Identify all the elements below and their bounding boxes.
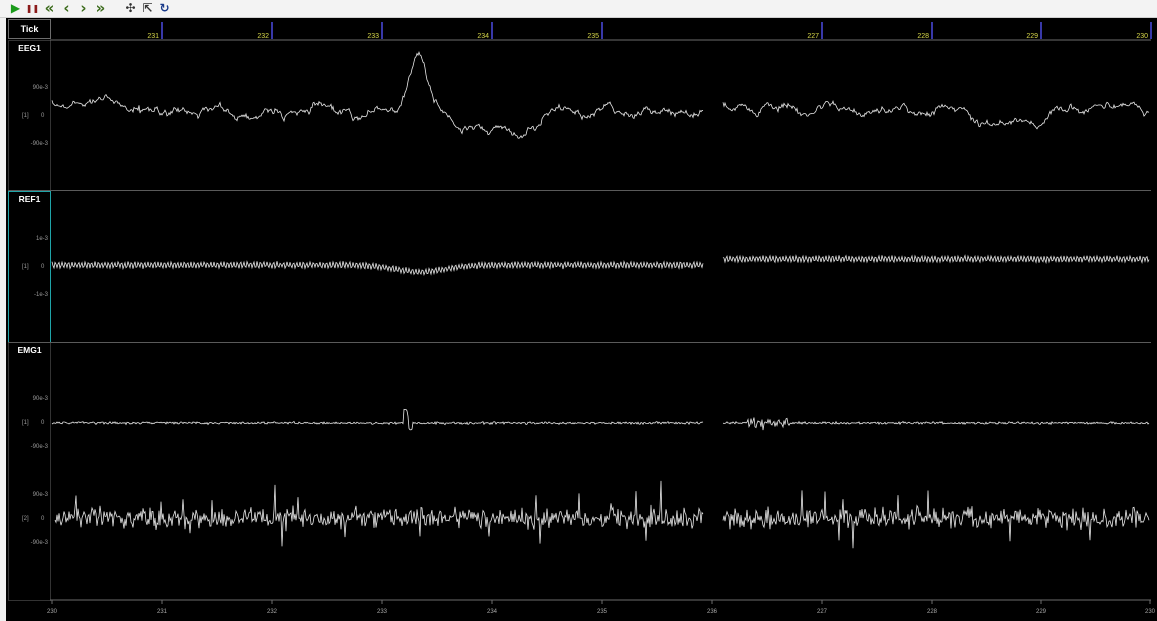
step-forward-button[interactable]: › xyxy=(76,1,91,16)
export-icon: ⇱ xyxy=(142,1,153,15)
chevron-left-icon: ‹ xyxy=(63,0,70,17)
axis-zero-label: 0 xyxy=(41,264,45,270)
axis-lower-label: -90e-3 xyxy=(30,444,48,450)
rewind-fast-button[interactable]: « xyxy=(42,1,57,16)
axis-zero-label: 0 xyxy=(41,113,45,119)
channel-name: REF1 xyxy=(18,194,41,204)
axis-lower-label: -90e-3 xyxy=(30,141,48,147)
axis-tag-label-2: [2] xyxy=(22,516,29,522)
axis-tag-label: [1] xyxy=(22,113,29,119)
refresh-icon: ↻ xyxy=(159,1,170,15)
compress-icon: ✣ xyxy=(125,1,136,15)
channel-label-eeg1[interactable]: EEG1 90e-3 [1] 0 -90e-3 xyxy=(8,40,51,192)
export-button[interactable]: ⇱ xyxy=(140,1,155,16)
channel-name: EEG1 xyxy=(18,43,41,53)
pause-button[interactable]: ❚❚ xyxy=(25,1,40,16)
channel-separator xyxy=(8,190,1151,191)
double-chevron-left-icon: « xyxy=(44,0,55,17)
axis-tag-label: [1] xyxy=(22,264,29,270)
double-chevron-right-icon: » xyxy=(95,0,106,17)
play-button[interactable]: ▶ xyxy=(8,1,23,16)
channel-name: EMG1 xyxy=(17,345,42,355)
axis-tag-label: [1] xyxy=(22,420,29,426)
axis-upper-label: 90e-3 xyxy=(32,85,48,91)
tick-header-label: Tick xyxy=(20,24,39,34)
axis-upper-label: 90e-3 xyxy=(32,396,48,402)
channel-label-ref1[interactable]: REF1 1e-3 [1] 0 -1e-3 xyxy=(8,191,51,343)
play-icon: ▶ xyxy=(10,1,21,15)
forward-fast-button[interactable]: » xyxy=(93,1,108,16)
axis-lower-label: -1e-3 xyxy=(33,292,48,298)
axis-upper-label: 1e-3 xyxy=(35,236,48,242)
axis-zero-label-2: 0 xyxy=(41,516,45,522)
axis-lower-label-2: -90e-3 xyxy=(30,540,48,546)
pause-icon: ❚❚ xyxy=(25,4,40,13)
scope-display[interactable] xyxy=(6,18,1157,621)
axis-upper-label-2: 90e-3 xyxy=(32,492,48,498)
channel-label-emg1[interactable]: EMG1 90e-3 [1] 0 -90e-3 90e-3 [2] 0 -90e… xyxy=(8,342,51,601)
chevron-right-icon: › xyxy=(80,0,87,17)
tick-header: Tick xyxy=(8,19,51,39)
channel-separator xyxy=(8,342,1151,343)
step-back-button[interactable]: ‹ xyxy=(59,1,74,16)
fit-button[interactable]: ✣ xyxy=(123,1,138,16)
axis-zero-label: 0 xyxy=(41,420,45,426)
toolbar: ▶ ❚❚ « ‹ › » ✣ ⇱ ↻ xyxy=(0,0,1157,18)
refresh-button[interactable]: ↻ xyxy=(157,1,172,16)
